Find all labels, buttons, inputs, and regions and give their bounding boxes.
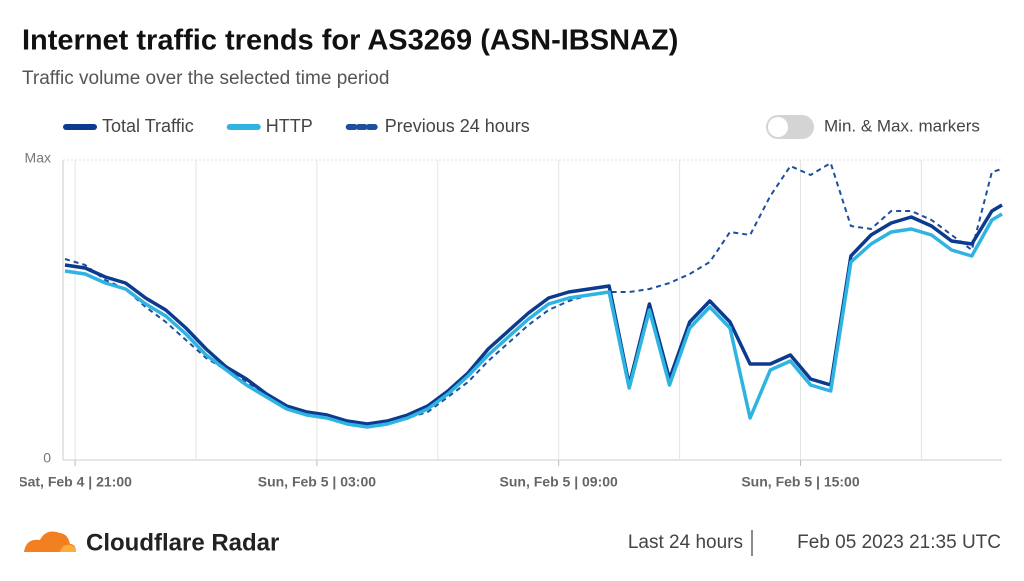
chart-title: Internet traffic trends for AS3269 (ASN-… bbox=[22, 25, 678, 57]
series-line bbox=[64, 162, 1003, 428]
x-tick-label: Sun, Feb 5 | 15:00 bbox=[741, 474, 860, 490]
legend: Total Traffic HTTP Previous 24 hours bbox=[63, 116, 530, 136]
toggle-knob bbox=[768, 117, 788, 137]
x-axis: Sat, Feb 4 | 21:00 Sun, Feb 5 | 03:00 Sun,… bbox=[18, 474, 860, 490]
range-label: Last 24 hours bbox=[628, 532, 743, 553]
toggle-label: Min. & Max. markers bbox=[824, 116, 980, 135]
logo bbox=[24, 531, 76, 552]
series-line bbox=[64, 203, 1003, 426]
x-tick-label: Sun, Feb 5 | 03:00 bbox=[258, 474, 377, 490]
x-tick-label: Sat, Feb 4 | 21:00 bbox=[18, 474, 132, 490]
y-tick-label: Max bbox=[25, 150, 51, 166]
legend-label: Previous 24 hours bbox=[385, 116, 530, 136]
plot-area: 0 Max bbox=[25, 150, 1003, 466]
chart-subtitle: Traffic volume over the selected time pe… bbox=[22, 68, 390, 89]
x-tick-label: Sun, Feb 5 | 09:00 bbox=[500, 474, 619, 490]
legend-label: Total Traffic bbox=[102, 116, 194, 136]
y-tick-label: 0 bbox=[43, 450, 51, 466]
timestamp: Feb 05 2023 21:35 UTC bbox=[797, 532, 1001, 553]
series-line bbox=[64, 212, 1003, 429]
brand: Cloudflare Radar bbox=[86, 529, 279, 556]
legend-label: HTTP bbox=[266, 116, 313, 136]
